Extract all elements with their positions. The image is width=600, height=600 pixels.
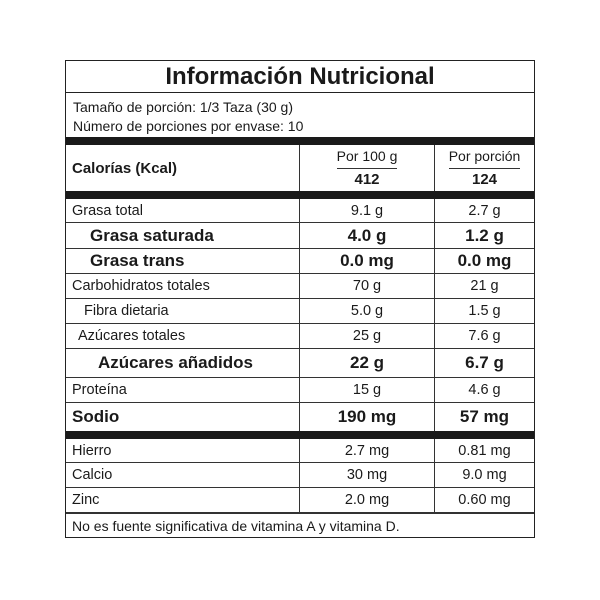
nutrient-name: Proteína — [66, 378, 300, 402]
value-perserving: 0.81 mg — [458, 442, 511, 459]
value-per100: 2.7 mg — [300, 439, 435, 462]
nutrient-name: Azúcares añadidos — [66, 349, 300, 377]
nutrient-name: Sodio — [66, 403, 300, 431]
calories-label: Calorías (Kcal) — [66, 145, 300, 191]
value-per100: 4.0 g — [300, 223, 435, 248]
value-per100: 22 g — [300, 349, 435, 377]
value-perserving: 6.7 g — [465, 353, 504, 372]
calories-row: Calorías (Kcal) Por 100 g 412 Por porció… — [66, 145, 534, 191]
footnote: No es fuente significativa de vitamina A… — [66, 513, 534, 539]
table-row: Sodio 190 mg 57 mg — [66, 403, 534, 431]
value-per100: 25 g — [300, 324, 435, 348]
table-row: Calcio 30 mg 9.0 mg — [66, 463, 534, 488]
calories-per100: 412 — [354, 171, 380, 189]
table-row: Azúcares totales 25 g 7.6 g — [66, 324, 534, 349]
label-title: Información Nutricional — [66, 61, 534, 93]
perserving-header: Por porción — [448, 145, 521, 169]
calories-perserving: 124 — [471, 171, 498, 189]
table-row: Carbohidratos totales 70 g 21 g — [66, 274, 534, 299]
nutrient-name: Carbohidratos totales — [66, 274, 300, 298]
table-row: Grasa saturada 4.0 g 1.2 g — [66, 223, 534, 249]
divider-bar — [66, 431, 534, 439]
value-per100: 30 mg — [300, 463, 435, 487]
value-per100: 70 g — [300, 274, 435, 298]
value-per100: 9.1 g — [300, 199, 435, 222]
value-perserving: 0.60 mg — [458, 492, 511, 508]
per100-header: Por 100 g — [336, 145, 398, 169]
value-perserving: 9.0 mg — [462, 467, 507, 483]
divider-bar — [66, 137, 534, 145]
value-per100: 2.0 mg — [300, 488, 435, 512]
value-perserving: 1.2 g — [465, 225, 504, 245]
value-perserving: 4.6 g — [468, 382, 501, 398]
value-perserving: 2.7 g — [468, 202, 501, 219]
value-per100: 5.0 g — [300, 299, 435, 323]
perserving-column: Por porción 124 — [435, 145, 534, 191]
nutrient-name: Grasa total — [66, 199, 300, 222]
value-perserving: 0.0 mg — [457, 251, 512, 270]
serving-info: Tamaño de porción: 1/3 Taza (30 g) Númer… — [66, 93, 534, 137]
table-row: Hierro 2.7 mg 0.81 mg — [66, 439, 534, 463]
minerals-table: Hierro 2.7 mg 0.81 mg Calcio 30 mg 9.0 mg Zinc… — [66, 439, 534, 513]
servings-per-container: Número de porciones por envase: 10 — [73, 118, 304, 134]
value-per100: 15 g — [300, 378, 435, 402]
nutrient-name: Grasa saturada — [66, 223, 300, 248]
nutrient-name: Calcio — [66, 463, 300, 487]
value-perserving: 7.6 g — [468, 328, 501, 344]
value-perserving: 21 g — [470, 278, 499, 294]
table-row: Grasa total 9.1 g 2.7 g — [66, 199, 534, 223]
table-row: Fibra dietaria 5.0 g 1.5 g — [66, 299, 534, 324]
value-perserving: 57 mg — [459, 407, 510, 426]
table-row: Proteína 15 g 4.6 g — [66, 378, 534, 403]
divider-bar — [66, 191, 534, 199]
value-perserving: 1.5 g — [468, 303, 501, 319]
table-row: Zinc 2.0 mg 0.60 mg — [66, 488, 534, 513]
per100-column: Por 100 g 412 — [300, 145, 435, 191]
table-row: Grasa trans 0.0 mg 0.0 mg — [66, 249, 534, 274]
nutrition-facts-label: Información Nutricional Tamaño de porció… — [65, 60, 535, 538]
value-per100: 0.0 mg — [300, 249, 435, 273]
nutrient-name: Grasa trans — [66, 249, 300, 273]
nutrient-name: Fibra dietaria — [66, 299, 300, 323]
nutrient-name: Zinc — [66, 488, 300, 512]
nutrient-name: Hierro — [66, 439, 300, 462]
table-row: Azúcares añadidos 22 g 6.7 g — [66, 349, 534, 378]
nutrients-table: Grasa total 9.1 g 2.7 g Grasa saturada 4.0 g… — [66, 199, 534, 431]
serving-size: Tamaño de porción: 1/3 Taza (30 g) — [73, 99, 293, 115]
value-per100: 190 mg — [300, 403, 435, 431]
nutrient-name: Azúcares totales — [66, 324, 300, 348]
